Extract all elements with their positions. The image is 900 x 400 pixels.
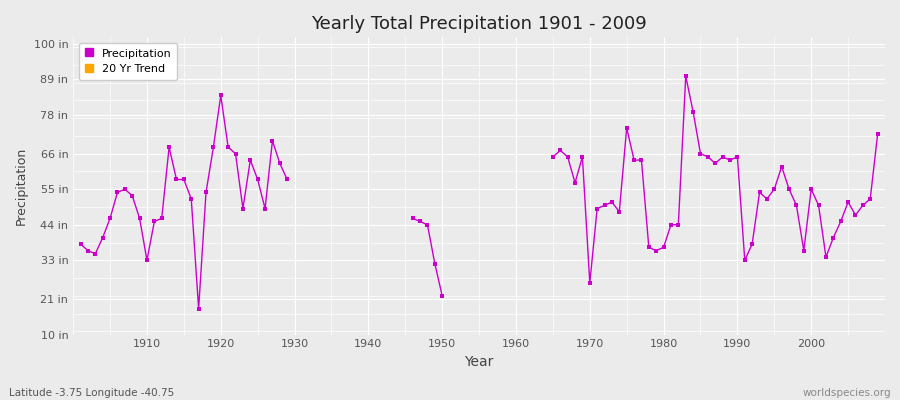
Text: worldspecies.org: worldspecies.org (803, 388, 891, 398)
Legend: Precipitation, 20 Yr Trend: Precipitation, 20 Yr Trend (78, 43, 177, 80)
Y-axis label: Precipitation: Precipitation (15, 147, 28, 225)
Text: Latitude -3.75 Longitude -40.75: Latitude -3.75 Longitude -40.75 (9, 388, 175, 398)
Title: Yearly Total Precipitation 1901 - 2009: Yearly Total Precipitation 1901 - 2009 (311, 15, 647, 33)
X-axis label: Year: Year (464, 355, 494, 369)
